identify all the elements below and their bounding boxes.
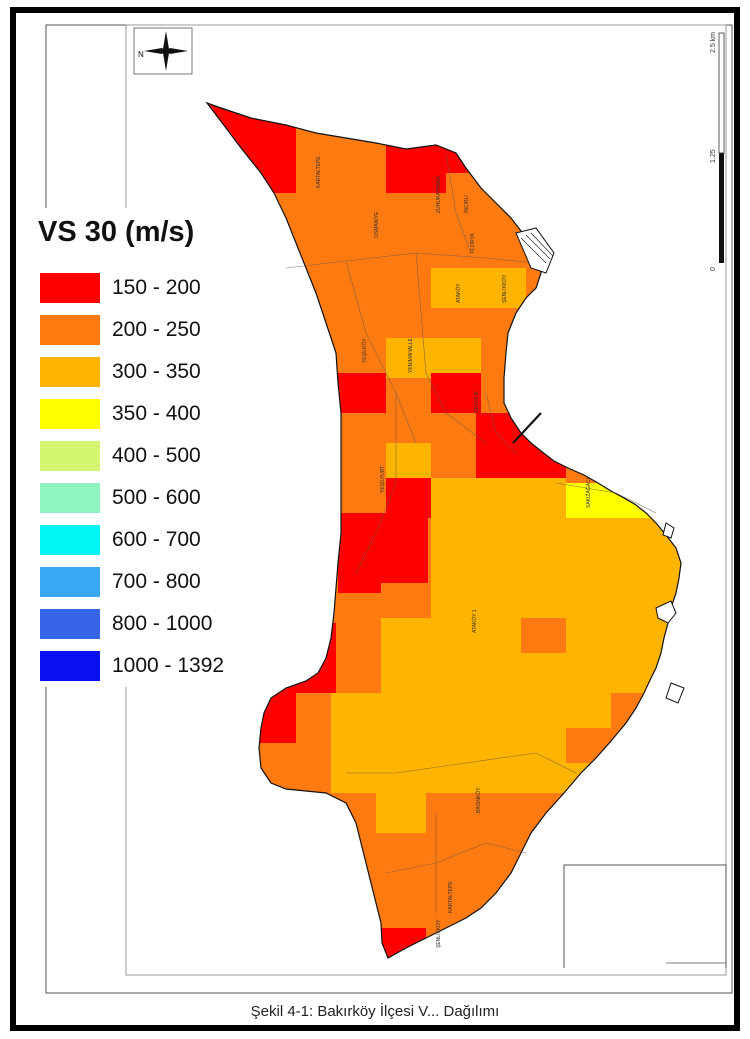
cell-red-tip [381,928,426,958]
legend-label: 500 - 600 [112,486,201,509]
figure-caption: Şekil 4-1: Bakırköy İlçesi V... Dağılımı [250,1003,500,1020]
cell-orange-d [381,583,431,623]
scale-label-0: 0 [710,267,717,271]
legend-title: VS 30 (m/s) [38,216,195,248]
cell-red-w3 [286,623,336,693]
svg-text:OSMANİYE: OSMANİYE [373,211,380,238]
cell-red-s [516,863,536,893]
legend-row: 800 - 1000 [28,603,260,645]
neighborhood-lines [285,152,657,913]
legend-row: 300 - 350 [28,351,260,393]
legend-swatch [40,609,100,639]
legend-row: 600 - 700 [28,519,260,561]
legend-row: 700 - 800 [28,561,260,603]
svg-text:KARTALTEPE: KARTALTEPE [316,156,322,188]
inset-frame [563,864,727,968]
legend: VS 30 (m/s) 150 - 200 200 - 250 300 - 350 3… [28,208,260,687]
svg-text:ŞENLİKKÖY: ŞENLİKKÖY [435,919,442,948]
legend-label: 350 - 400 [112,402,201,425]
legend-swatch [40,315,100,345]
legend-swatch [40,567,100,597]
legend-label: 150 - 200 [112,276,201,299]
svg-text:YENİMAHALLE: YENİMAHALLE [407,337,414,373]
svg-text:BASINKÖY: BASINKÖY [475,787,482,813]
vs30-map: N 0 1.25 2.5 km [45,24,733,994]
cell-yellow-e [566,478,666,518]
cell-orange-c [386,443,431,483]
svg-text:ŞENLİKKÖY: ŞENLİKKÖY [501,274,508,303]
legend-row: 150 - 200 [28,267,260,309]
cell-orange-a [431,268,526,308]
legend-row: 350 - 400 [28,393,260,435]
legend-rows: 150 - 200 200 - 250 300 - 350 350 - 400 400 … [28,267,260,687]
legend-label: 700 - 800 [112,570,201,593]
legend-label: 400 - 500 [112,444,201,467]
cell-orange-b [386,338,481,378]
svg-text:FLORYA: FLORYA [470,233,476,253]
legend-row: 500 - 600 [28,477,260,519]
district-grid [207,103,681,958]
svg-text:CEVİZLİK: CEVİZLİK [473,390,480,413]
svg-text:ZUHURATBABA: ZUHURATBABA [436,175,442,213]
svg-text:İNCİRLİ: İNCİRLİ [463,195,470,213]
cell-red-sw [338,513,428,593]
legend-swatch [40,525,100,555]
cell-orange-se2 [566,728,616,763]
svg-text:ATAKÖY 1: ATAKÖY 1 [471,609,478,633]
svg-text:YEŞİLKÖY: YEŞİLKÖY [361,338,368,363]
legend-swatch [40,441,100,471]
cell-red-w1 [338,373,386,413]
legend-row: 400 - 500 [28,435,260,477]
legend-label: 600 - 700 [112,528,201,551]
cell-red-w4 [246,683,296,743]
legend-row: 1000 - 1392 [28,645,260,687]
legend-swatch [40,651,100,681]
svg-text:ATAKÖY: ATAKÖY [455,283,462,303]
map-area: N 0 1.25 2.5 km [16,13,734,1025]
legend-swatch [40,357,100,387]
legend-row: 200 - 250 [28,309,260,351]
cell-orange-island [521,618,566,653]
scale-bar: 0 1.25 2.5 km [710,32,725,271]
svg-text:KARTALTEPE: KARTALTEPE [448,881,454,913]
cell-orange-s2 [376,793,426,833]
legend-swatch [40,399,100,429]
legend-swatch [40,273,100,303]
svg-text:YEŞİLYURT: YEŞİLYURT [379,466,386,493]
legend-label: 1000 - 1392 [112,654,225,677]
scale-label-2: 2.5 km [710,32,717,53]
neighborhood-labels: KARTALTEPE OSMANİYE ZUHURATBABA İNCİRLİ … [316,156,592,948]
legend-swatch [40,483,100,513]
north-arrow-icon: N [133,27,193,75]
legend-label: 800 - 1000 [112,612,213,635]
svg-text:N: N [138,50,144,59]
cell-red-w2 [431,373,481,413]
harbor-piers [512,227,685,704]
legend-label: 200 - 250 [112,318,201,341]
scale-label-1: 1.25 [710,149,717,163]
legend-label: 300 - 350 [112,360,201,383]
map-frame: N 0 1.25 2.5 km [10,7,740,1031]
svg-text:SAKIZAĞACI: SAKIZAĞACI [585,478,592,508]
